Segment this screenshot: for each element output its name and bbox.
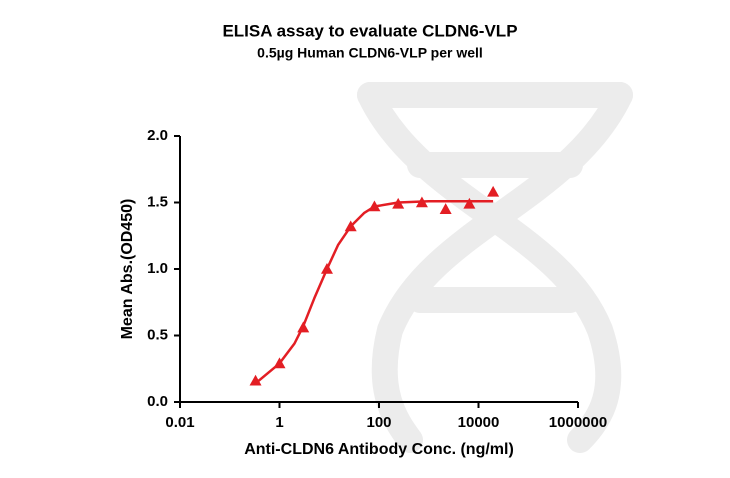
- y-tick-label: 0.0: [147, 393, 168, 410]
- y-axis-label: Mean Abs.(OD450): [119, 199, 136, 340]
- y-tick-label: 1.5: [147, 193, 168, 210]
- data-point: [415, 196, 428, 208]
- data-point: [463, 197, 476, 209]
- x-tick-label: 1000000: [549, 414, 607, 431]
- x-tick-label: 100: [366, 414, 391, 431]
- data-point: [273, 357, 286, 369]
- data-point: [439, 203, 452, 214]
- data-point: [249, 374, 262, 386]
- data-point: [320, 263, 333, 274]
- x-axis-label: Anti-CLDN6 Antibody Conc. (ng/ml): [244, 441, 514, 458]
- chart-subtitle: 0.5µg Human CLDN6-VLP per well: [257, 45, 483, 61]
- y-tick-label: 2.0: [147, 127, 168, 144]
- y-tick-label: 0.5: [147, 326, 168, 343]
- y-tick-label: 1.0: [147, 260, 168, 277]
- x-tick-label: 10000: [458, 414, 500, 431]
- data-point: [487, 185, 500, 197]
- x-tick-label: 0.01: [165, 414, 194, 431]
- x-tick-label: 1: [275, 414, 283, 431]
- data-point: [297, 321, 310, 333]
- chart-title: ELISA assay to evaluate CLDN6-VLP: [222, 21, 517, 40]
- data-point: [392, 197, 405, 209]
- watermark: [357, 82, 633, 453]
- data-point: [368, 200, 381, 212]
- data-point: [344, 220, 357, 232]
